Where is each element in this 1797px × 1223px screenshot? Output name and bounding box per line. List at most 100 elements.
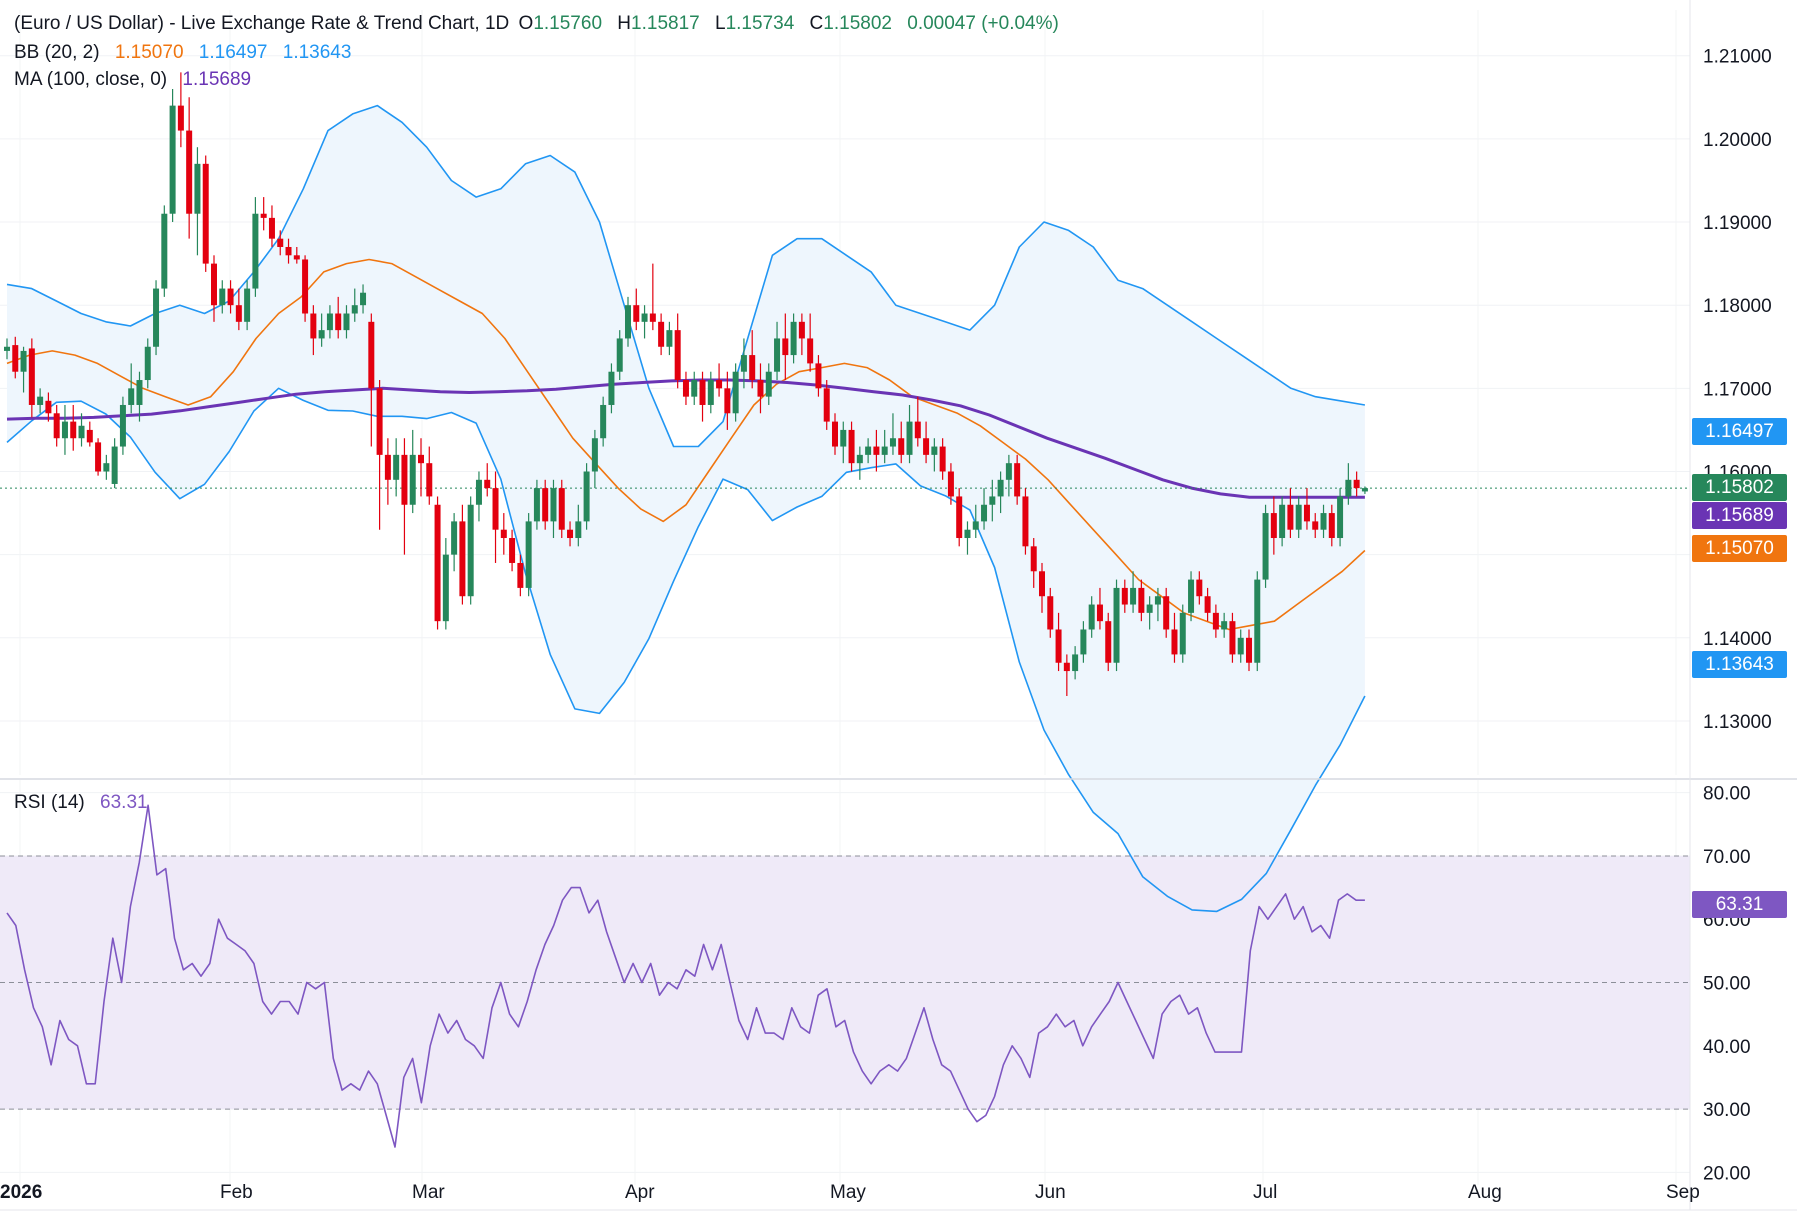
candle-body: [774, 338, 781, 372]
price-tick-label: 1.14000: [1703, 629, 1772, 650]
rsi-legend[interactable]: RSI (14) 63.31: [14, 792, 158, 814]
last-price-tag: 1.15802: [1692, 474, 1787, 501]
price-tick-label: 1.18000: [1703, 296, 1772, 317]
ma-legend[interactable]: MA (100, close, 0) 1.15689: [14, 69, 261, 91]
candle-body: [1121, 587, 1128, 605]
bollinger-basis-line: [6, 258, 1366, 631]
bollinger-legend[interactable]: BB (20, 2) 1.15070 1.16497 1.13643: [14, 42, 361, 64]
candle-body: [542, 488, 549, 522]
candlesticks: [4, 72, 1368, 697]
rsi-value: 63.31: [100, 792, 148, 813]
candle-body: [351, 305, 358, 314]
candle-body: [136, 380, 143, 405]
candle-body: [840, 429, 847, 447]
candle-body: [418, 454, 424, 464]
candle-body: [525, 521, 532, 588]
candle-body: [517, 562, 524, 588]
candle-body: [1221, 621, 1228, 630]
low-label: L: [715, 13, 726, 34]
candle-body: [211, 263, 217, 306]
candle-body: [1080, 629, 1087, 655]
candle-body: [153, 288, 160, 347]
candle-body: [492, 488, 499, 530]
bollinger-basis-value: 1.15070: [114, 42, 184, 63]
candle-body: [790, 321, 797, 356]
candle-body: [61, 421, 68, 439]
close-label: C: [809, 13, 824, 34]
rsi-tick-label: 50.00: [1703, 974, 1751, 995]
candle-body: [53, 413, 60, 439]
candle-body: [641, 313, 648, 322]
time-tick-label: Jun: [1035, 1182, 1066, 1203]
candle-body: [28, 348, 35, 405]
candle-body: [475, 479, 482, 505]
candle-body: [1130, 587, 1137, 605]
candle-body: [533, 488, 540, 522]
candle-body: [749, 355, 756, 381]
candle-body: [906, 421, 913, 455]
candle-body: [219, 288, 226, 306]
candle-body: [724, 388, 731, 414]
candle-body: [591, 438, 598, 472]
candle-body: [20, 350, 27, 372]
candle-body: [442, 554, 449, 622]
candle-body: [682, 380, 689, 397]
time-tick-label: May: [830, 1182, 866, 1203]
candle-body: [500, 529, 507, 539]
close-value: 1.15802: [823, 13, 892, 34]
candle-body: [1345, 479, 1352, 497]
candle-body: [1204, 596, 1211, 613]
candle-body: [186, 130, 193, 214]
candle-body: [202, 163, 209, 264]
candle-body: [45, 400, 52, 414]
time-tick-label: Feb: [220, 1182, 253, 1203]
candle-body: [575, 521, 582, 539]
candle-body: [426, 463, 433, 497]
candle-body: [947, 471, 954, 497]
candle-body: [873, 446, 880, 455]
rsi-tick-label: 40.00: [1703, 1037, 1751, 1058]
rsi-tick-label: 20.00: [1703, 1163, 1751, 1184]
candle-body: [293, 255, 300, 260]
candle-body: [1014, 463, 1021, 497]
ma-label: MA (100, close, 0): [14, 69, 168, 90]
candle-body: [260, 213, 267, 218]
candle-body: [235, 305, 242, 322]
candle-body: [608, 371, 615, 405]
candle-body: [939, 446, 946, 472]
time-tick-label: Sep: [1666, 1182, 1700, 1203]
candle-body: [318, 330, 325, 339]
candle-body: [1312, 521, 1319, 530]
main-legend: (Euro / US Dollar) - Live Exchange Rate …: [14, 13, 1069, 35]
high-value: 1.15817: [631, 13, 700, 34]
candle-body: [625, 305, 631, 339]
candle-body: [1212, 612, 1219, 630]
candle-body: [1163, 596, 1170, 630]
bb-lower-price-tag: 1.13643: [1692, 651, 1787, 678]
change-value: 0.00047 (+0.04%): [907, 13, 1059, 34]
candle-body: [252, 213, 259, 289]
candle-body: [1146, 604, 1153, 613]
candle-body: [1055, 629, 1062, 663]
rsi-band-zone: [0, 855, 1690, 1110]
candle-body: [1337, 496, 1344, 539]
candle-body: [765, 371, 772, 397]
candle-body: [691, 380, 698, 397]
candle-body: [1270, 513, 1277, 539]
bb-basis-price-tag: 1.15070: [1692, 535, 1787, 562]
candle-body: [1088, 604, 1095, 630]
candle-body: [1154, 596, 1161, 605]
ma-price-tag: 1.15689: [1692, 502, 1787, 529]
candle-body: [550, 488, 557, 522]
rsi-label: RSI (14): [14, 792, 85, 813]
rsi-tick-label: 80.00: [1703, 784, 1751, 805]
candle-body: [335, 313, 342, 331]
candle-body: [865, 446, 872, 455]
candle-body: [467, 504, 474, 597]
candle-body: [393, 454, 400, 480]
candle-body: [326, 313, 333, 331]
candle-body: [1072, 654, 1079, 672]
candle-body: [1328, 513, 1335, 539]
candle-body: [86, 429, 93, 443]
